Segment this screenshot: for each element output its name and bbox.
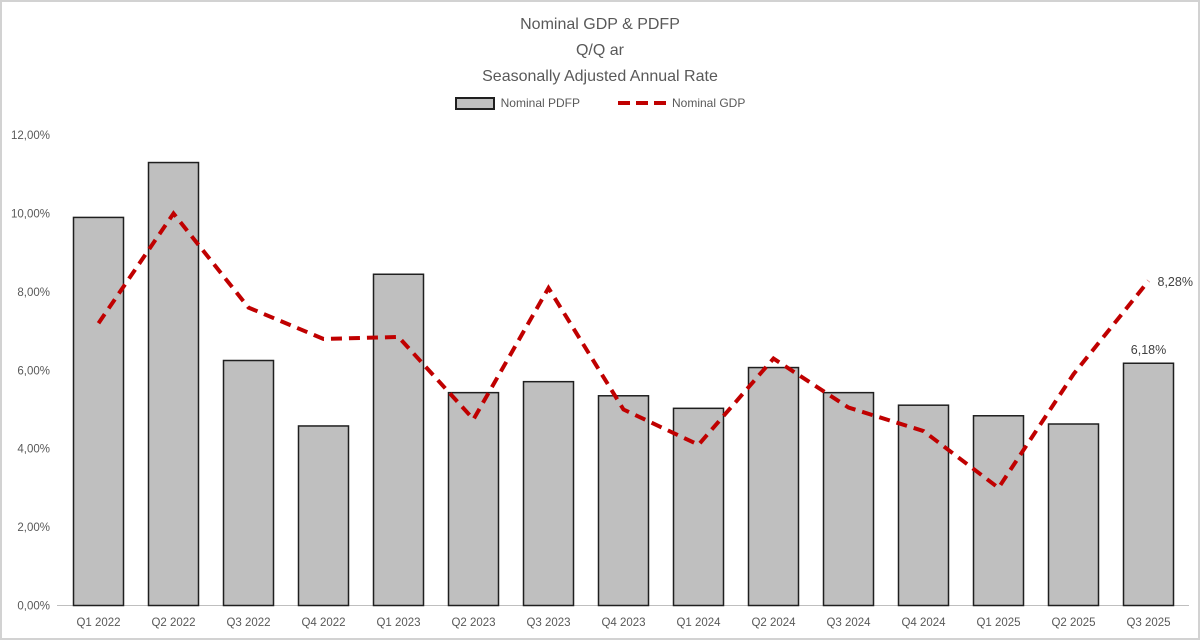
legend-label-gdp: Nominal GDP: [672, 96, 746, 110]
pdfp-bar: [672, 407, 725, 607]
pdfp-bar: [72, 216, 125, 607]
gdp-end-label: 8,28%: [1158, 275, 1193, 289]
chart-title: Nominal GDP & PDFP Q/Q ar Seasonally Adj…: [2, 12, 1198, 90]
x-axis-label: Q4 2023: [601, 617, 645, 629]
legend-item-gdp: Nominal GDP: [618, 96, 745, 110]
y-axis-label: 10,00%: [11, 209, 50, 221]
x-axis-label: Q1 2023: [376, 617, 420, 629]
gdp-line: [96, 210, 1151, 491]
x-axis-label: Q2 2023: [451, 617, 495, 629]
pdfp-bar: [897, 404, 950, 607]
x-axis-label: Q1 2025: [976, 617, 1020, 629]
x-axis-label: Q3 2024: [826, 617, 871, 629]
pdfp-bar: [1122, 362, 1175, 607]
y-axis-label: 0,00%: [17, 601, 50, 613]
bar-swatch-icon: [454, 96, 495, 110]
y-axis-label: 4,00%: [17, 444, 50, 456]
y-axis-label: 6,00%: [17, 365, 50, 377]
chart-title-line-2: Q/Q ar: [575, 42, 624, 59]
y-axis-label: 2,00%: [17, 522, 50, 534]
x-axis-label: Q1 2024: [676, 617, 721, 629]
pdfp-bar: [597, 395, 650, 607]
legend-item-pdfp: Nominal PDFP: [454, 96, 580, 110]
chart-title-line-3: Seasonally Adjusted Annual Rate: [482, 68, 718, 85]
pdfp-bar: [822, 391, 875, 607]
dashed-line-swatch-icon: [618, 101, 666, 105]
x-axis-label: Q3 2025: [1126, 617, 1170, 629]
x-axis-label: Q1 2022: [76, 617, 120, 629]
pdfp-bar: [372, 273, 425, 607]
y-axis-label: 12,00%: [11, 130, 50, 142]
legend-label-pdfp: Nominal PDFP: [500, 96, 580, 110]
x-axis-label: Q4 2022: [301, 617, 345, 629]
y-axis-label: 8,00%: [17, 287, 50, 299]
pdfp-bar: [972, 415, 1025, 607]
x-axis-label: Q4 2024: [901, 617, 946, 629]
x-axis-label: Q3 2022: [226, 617, 270, 629]
pdfp-bar: [222, 359, 275, 607]
pdfp-bar: [522, 380, 575, 607]
x-axis-label: Q2 2024: [751, 617, 796, 629]
x-axis-label: Q2 2025: [1051, 617, 1095, 629]
pdfp-bar: [1047, 423, 1100, 607]
pdfp-bar: [447, 391, 500, 607]
chart-legend: Nominal PDFP Nominal GDP: [2, 96, 1198, 110]
x-axis-label: Q3 2023: [526, 617, 570, 629]
pdfp-bar: [747, 366, 800, 607]
pdfp-bar: [147, 161, 200, 607]
chart-title-line-1: Nominal GDP & PDFP: [520, 16, 680, 33]
x-axis-label: Q2 2022: [151, 617, 195, 629]
pdfp-end-label: 6,18%: [1131, 343, 1166, 357]
pdfp-bar: [297, 425, 350, 607]
